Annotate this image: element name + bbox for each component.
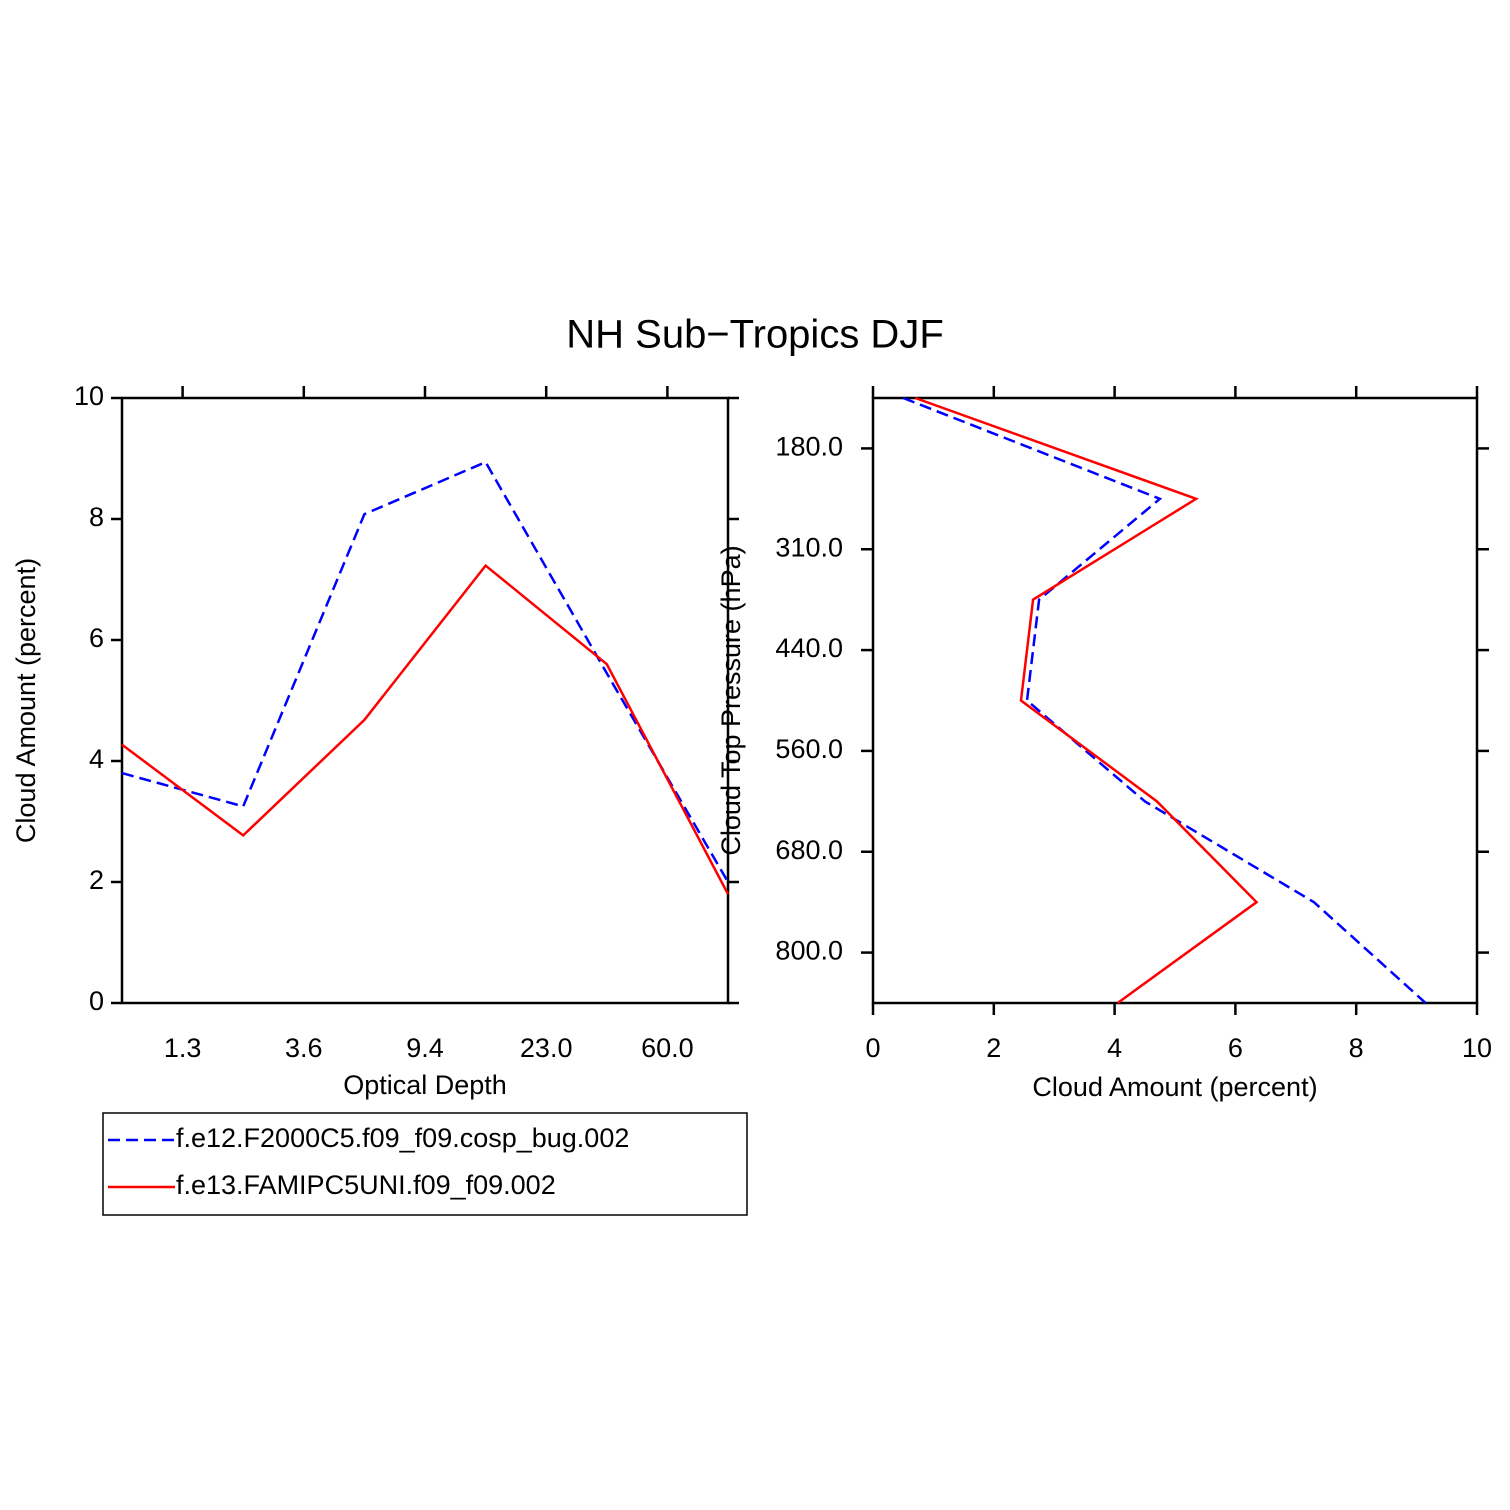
x-tick-label: 10 bbox=[1462, 1033, 1492, 1063]
x-tick-label: 1.3 bbox=[164, 1033, 202, 1063]
x-tick-label: 6 bbox=[1228, 1033, 1243, 1063]
series-line bbox=[121, 460, 730, 883]
y-tick-label: 4 bbox=[89, 744, 104, 774]
y-tick-label: 680.0 bbox=[775, 835, 843, 865]
y-tick-label: 440.0 bbox=[775, 633, 843, 663]
plot-frame bbox=[871, 396, 1479, 1005]
y-tick-label: 6 bbox=[89, 623, 104, 653]
x-axis-label: Cloud Amount (percent) bbox=[1032, 1072, 1317, 1102]
y-tick-label: 180.0 bbox=[775, 432, 843, 462]
series-line bbox=[902, 396, 1427, 1004]
x-tick-label: 9.4 bbox=[406, 1033, 444, 1063]
chart-title: NH Sub−Tropics DJF bbox=[566, 313, 944, 357]
y-tick-label: 560.0 bbox=[775, 734, 843, 764]
x-tick-label: 3.6 bbox=[285, 1033, 323, 1063]
legend-box bbox=[102, 1112, 748, 1216]
y-tick-label: 800.0 bbox=[775, 936, 843, 966]
y-tick-label: 10 bbox=[74, 381, 104, 411]
y-tick-label: 8 bbox=[89, 502, 104, 532]
x-tick-label: 23.0 bbox=[520, 1033, 573, 1063]
series-line bbox=[914, 396, 1259, 1005]
x-axis-label: Optical Depth bbox=[343, 1070, 507, 1100]
series-line bbox=[121, 563, 730, 895]
y-tick-label: 2 bbox=[89, 865, 104, 895]
y-axis-label: Cloud Amount (percent) bbox=[11, 558, 41, 843]
x-tick-label: 8 bbox=[1349, 1033, 1364, 1063]
legend-label: f.e13.FAMIPC5UNI.f09_f09.002 bbox=[176, 1170, 556, 1200]
legend-label: f.e12.F2000C5.f09_f09.cosp_bug.002 bbox=[176, 1123, 629, 1153]
x-tick-label: 0 bbox=[865, 1033, 880, 1063]
x-tick-label: 4 bbox=[1107, 1033, 1122, 1063]
y-axis-label: Cloud Top Pressure (hPa) bbox=[716, 545, 746, 855]
x-tick-label: 2 bbox=[986, 1033, 1001, 1063]
y-tick-label: 310.0 bbox=[775, 532, 843, 562]
x-tick-label: 60.0 bbox=[641, 1033, 694, 1063]
y-tick-label: 0 bbox=[89, 986, 104, 1016]
